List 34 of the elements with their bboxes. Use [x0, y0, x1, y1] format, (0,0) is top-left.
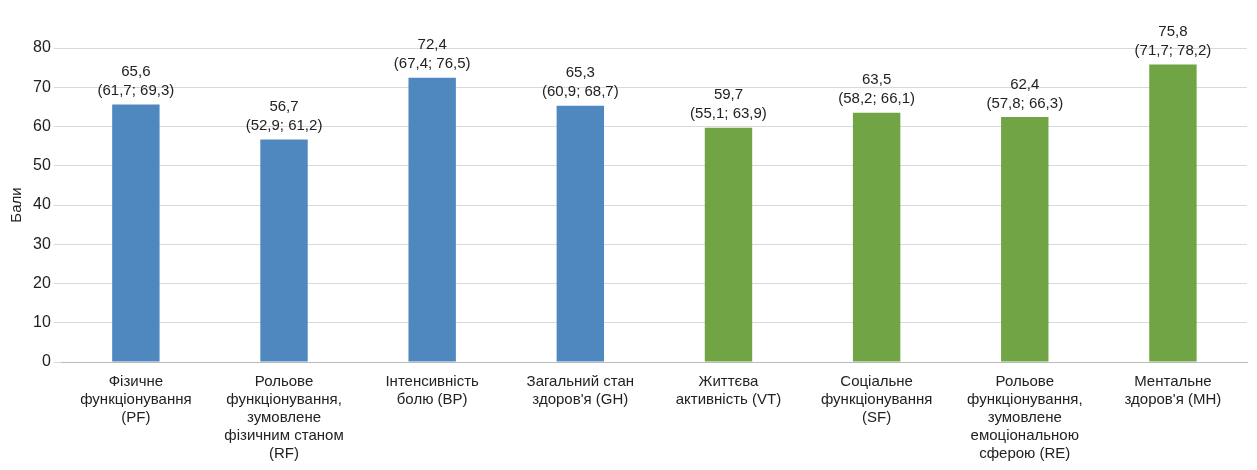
x-tick-label: Рольове функціонування, зумовлене емоціональною сферою (RE) — [966, 372, 1083, 462]
bar — [556, 105, 605, 362]
x-tick-label: Інтенсивність болю (BP) — [385, 372, 480, 408]
y-tick-label: 50 — [33, 156, 51, 174]
bar — [260, 139, 308, 362]
x-tick-label: Ментальне здоров'я (MH) — [1124, 372, 1222, 408]
y-tick-label: 80 — [33, 38, 51, 56]
x-tick-label: Життєва активність (VT) — [675, 372, 782, 408]
data-label: 59,7 (55,1; 63,9) — [690, 85, 767, 122]
data-label: 72,4 (67,4; 76,5) — [393, 35, 471, 72]
bar — [1001, 117, 1049, 362]
bar — [408, 77, 456, 362]
x-tick-label: Рольове функціонування, зумовлене фізичним станом (RF) — [224, 372, 344, 462]
y-tick-label: 30 — [33, 234, 51, 252]
y-tick-label: 60 — [33, 116, 51, 134]
data-label: 56,7 (52,9; 61,2) — [245, 97, 323, 134]
y-tick-label: 20 — [33, 273, 51, 291]
bar — [704, 127, 753, 362]
y-tick-label: 40 — [33, 195, 51, 213]
y-tick-label: 70 — [33, 77, 51, 95]
x-tick-label: Соціальне функціонування (SF) — [820, 372, 933, 426]
y-axis-title: Бали — [7, 187, 25, 223]
data-label: 65,6 (61,7; 69,3) — [97, 62, 175, 99]
x-tick-label: Фізичне функціонування (PF) — [80, 372, 192, 426]
y-tick-label: 0 — [41, 352, 51, 370]
bar — [1149, 64, 1197, 362]
data-label: 65,3 (60,9; 68,7) — [541, 63, 619, 100]
y-tick-label: 10 — [33, 313, 51, 331]
bar — [852, 112, 901, 362]
data-label: 62,4 (57,8; 66,3) — [986, 74, 1064, 111]
data-label: 63,5 (58,2; 66,1) — [838, 70, 915, 107]
x-tick-label: Загальний стан здоров'я (GH) — [526, 372, 635, 408]
data-label: 75,8 (71,7; 78,2) — [1134, 22, 1212, 59]
bar — [112, 104, 160, 362]
